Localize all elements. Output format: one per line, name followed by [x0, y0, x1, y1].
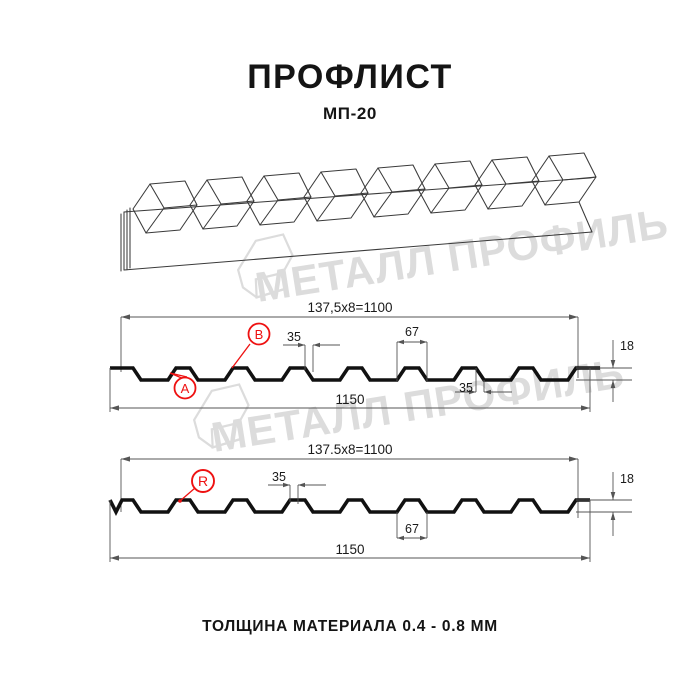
dim-67-bottom: [396, 512, 428, 541]
dim-top-span-bottom: [120, 456, 579, 518]
drawing-profile-top: 137,5x8=1100 35 67: [109, 300, 634, 412]
dim-top-span-label: 137,5x8=1100: [308, 300, 393, 315]
material-thickness-caption: ТОЛЩИНА МАТЕРИАЛА 0.4 - 0.8 ММ: [202, 618, 498, 635]
dim-18-top-label: 18: [620, 339, 634, 353]
marker-r: R: [178, 469, 215, 503]
profile-line-top: [110, 366, 600, 382]
dim-18-bottom: [576, 472, 632, 536]
profile-line-bottom: [108, 498, 590, 517]
drawing-profile-bottom: 137.5x8=1100 35 67: [108, 442, 634, 562]
page-subtitle: МП-20: [323, 104, 377, 123]
dim-67-bottom-label: 67: [405, 522, 419, 536]
dim-bottom-span-top: [109, 368, 591, 412]
marker-r-label: R: [198, 473, 208, 489]
dim-bottom-span-top-label: 1150: [335, 392, 364, 407]
dim-18-bottom-label: 18: [620, 472, 634, 486]
page-title: ПРОФЛИСТ: [247, 58, 453, 96]
isometric-sheet-view: [120, 152, 597, 272]
marker-a: A: [169, 372, 197, 400]
dim-35-bottom-label: 35: [272, 470, 286, 484]
watermark-upper: МЕТАЛЛ ПРОФИЛЬ: [236, 199, 672, 311]
dim-35-upper-top-label: 35: [287, 330, 301, 344]
dim-35-upper-top: [283, 342, 340, 372]
watermark-text-2: МЕТАЛЛ ПРОФИЛЬ: [208, 349, 628, 461]
dim-67-top-label: 67: [405, 325, 419, 339]
marker-b: B: [231, 322, 271, 369]
watermark-text: МЕТАЛЛ ПРОФИЛЬ: [252, 199, 672, 311]
dim-35-bottom: [268, 482, 326, 504]
marker-b-label: B: [255, 327, 264, 342]
dim-top-span-bottom-label: 137.5x8=1100: [308, 442, 393, 457]
marker-a-label: A: [181, 381, 190, 396]
dim-35-lower-top-label: 35: [459, 381, 473, 395]
dim-bottom-span-bottom: [109, 500, 591, 562]
dim-67-top: [396, 339, 428, 381]
dim-bottom-span-bottom-label: 1150: [335, 542, 364, 557]
dim-18-top: [576, 340, 632, 402]
dim-35-lower-top: [455, 368, 512, 395]
watermark-lower: МЕТАЛЛ ПРОФИЛЬ: [192, 349, 628, 461]
